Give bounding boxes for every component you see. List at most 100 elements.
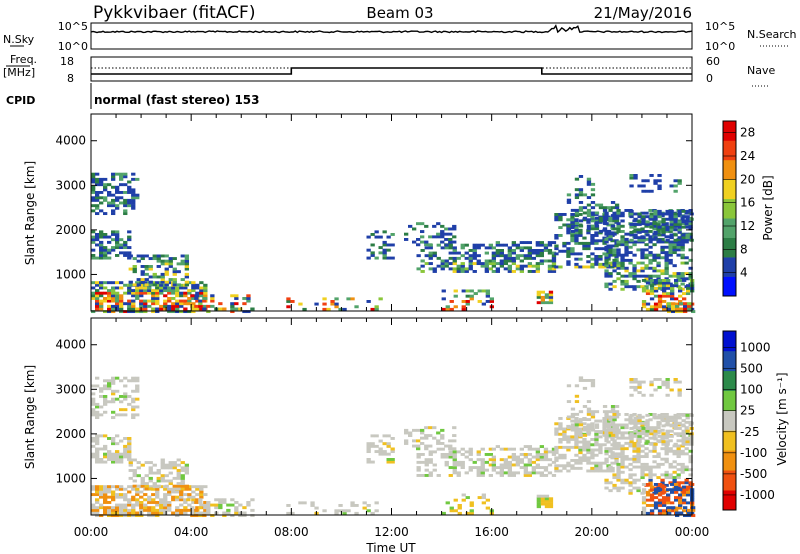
- echo-cell: [91, 188, 96, 192]
- echo-cell: [628, 468, 633, 472]
- echo-cell: [641, 429, 646, 433]
- echo-cell: [660, 272, 665, 276]
- echo-cell: [586, 182, 592, 186]
- echo-cell: [649, 225, 654, 229]
- echo-cell: [111, 175, 116, 179]
- echo-cell: [148, 476, 153, 480]
- echo-cell: [184, 254, 190, 258]
- echo-cell: [107, 485, 112, 489]
- echo-cell: [147, 304, 152, 308]
- echo-cell: [670, 286, 675, 290]
- echo-cell: [139, 286, 144, 290]
- echo-cell: [202, 297, 207, 300]
- echo-cell: [535, 254, 541, 258]
- echo-cell: [452, 262, 457, 266]
- echo-cell: [151, 310, 156, 314]
- echo-cell: [629, 225, 634, 229]
- echo-cell: [669, 388, 674, 392]
- echo-cell: [155, 286, 160, 290]
- echo-cell: [661, 419, 666, 423]
- echo-cell: [682, 509, 687, 513]
- echo-cell: [632, 486, 637, 490]
- echo-cell: [547, 471, 553, 475]
- echo-cell: [633, 429, 638, 433]
- echo-cell: [562, 249, 567, 253]
- echo-cell: [131, 379, 136, 383]
- echo-cell: [151, 307, 156, 311]
- echo-cell: [620, 457, 625, 461]
- echo-cell: [132, 270, 137, 274]
- echo-cell: [115, 511, 120, 515]
- echo-cell: [456, 474, 461, 477]
- echo-cell: [582, 426, 588, 429]
- echo-cell: [539, 471, 545, 475]
- echo-cell: [176, 474, 181, 478]
- echo-cell: [674, 281, 679, 285]
- echo-cell: [135, 289, 140, 293]
- echo-cell: [156, 476, 161, 480]
- echo-cell: [183, 501, 188, 504]
- echo-cell: [432, 463, 437, 467]
- echo-cell: [678, 279, 683, 282]
- echo-cell: [250, 307, 255, 311]
- echo-cell: [594, 231, 599, 235]
- echo-cell: [586, 445, 591, 449]
- echo-cell: [448, 232, 453, 236]
- echo-cell: [680, 481, 685, 485]
- echo-cell: [464, 455, 469, 459]
- x-tick-label: 00:00: [74, 525, 109, 539]
- echo-cell: [107, 381, 112, 385]
- colorbar-tick-label: 100: [740, 383, 763, 397]
- echo-cell: [163, 286, 168, 290]
- echo-cell: [554, 422, 559, 426]
- echo-cell: [164, 262, 169, 266]
- echo-cell: [103, 310, 108, 314]
- echo-cell: [633, 424, 638, 428]
- echo-cell: [246, 294, 251, 298]
- echo-cell: [582, 193, 588, 197]
- echo-cell: [664, 447, 669, 451]
- echo-cell: [370, 233, 375, 236]
- echo-cell: [464, 243, 469, 247]
- echo-cell: [640, 468, 645, 472]
- echo-cell: [382, 254, 387, 257]
- echo-cell: [586, 224, 592, 228]
- echo-cell: [641, 506, 647, 510]
- echo-cell: [566, 193, 572, 197]
- echo-cell: [681, 413, 686, 417]
- echo-cell: [184, 262, 190, 266]
- echo-cell: [370, 444, 375, 448]
- echo-cell: [656, 476, 661, 480]
- echo-cell: [616, 465, 621, 469]
- freq-label: Freq.: [10, 53, 37, 66]
- echo-cell: [222, 498, 227, 502]
- echo-cell: [620, 460, 625, 464]
- echo-cell: [657, 385, 662, 389]
- echo-cell: [123, 447, 128, 451]
- echo-cell: [184, 484, 190, 488]
- echo-cell: [648, 237, 653, 241]
- echo-cell: [199, 493, 204, 497]
- echo-cell: [203, 501, 208, 504]
- echo-cell: [346, 509, 351, 513]
- echo-cell: [668, 258, 673, 262]
- echo-cell: [582, 211, 588, 215]
- echo-cell: [594, 461, 599, 465]
- echo-cell: [127, 304, 132, 308]
- echo-cell: [671, 310, 676, 314]
- echo-cell: [519, 447, 525, 451]
- echo-cell: [679, 511, 684, 515]
- echo-cell: [674, 284, 679, 288]
- echo-cell: [103, 493, 108, 497]
- echo-cell: [448, 474, 453, 477]
- echo-cell: [390, 243, 395, 247]
- echo-cell: [499, 474, 505, 477]
- echo-cell: [416, 222, 421, 226]
- echo-cell: [624, 431, 629, 435]
- echo-cell: [226, 508, 231, 512]
- echo-cell: [135, 501, 140, 504]
- echo-cell: [230, 302, 235, 306]
- echo-cell: [644, 243, 649, 247]
